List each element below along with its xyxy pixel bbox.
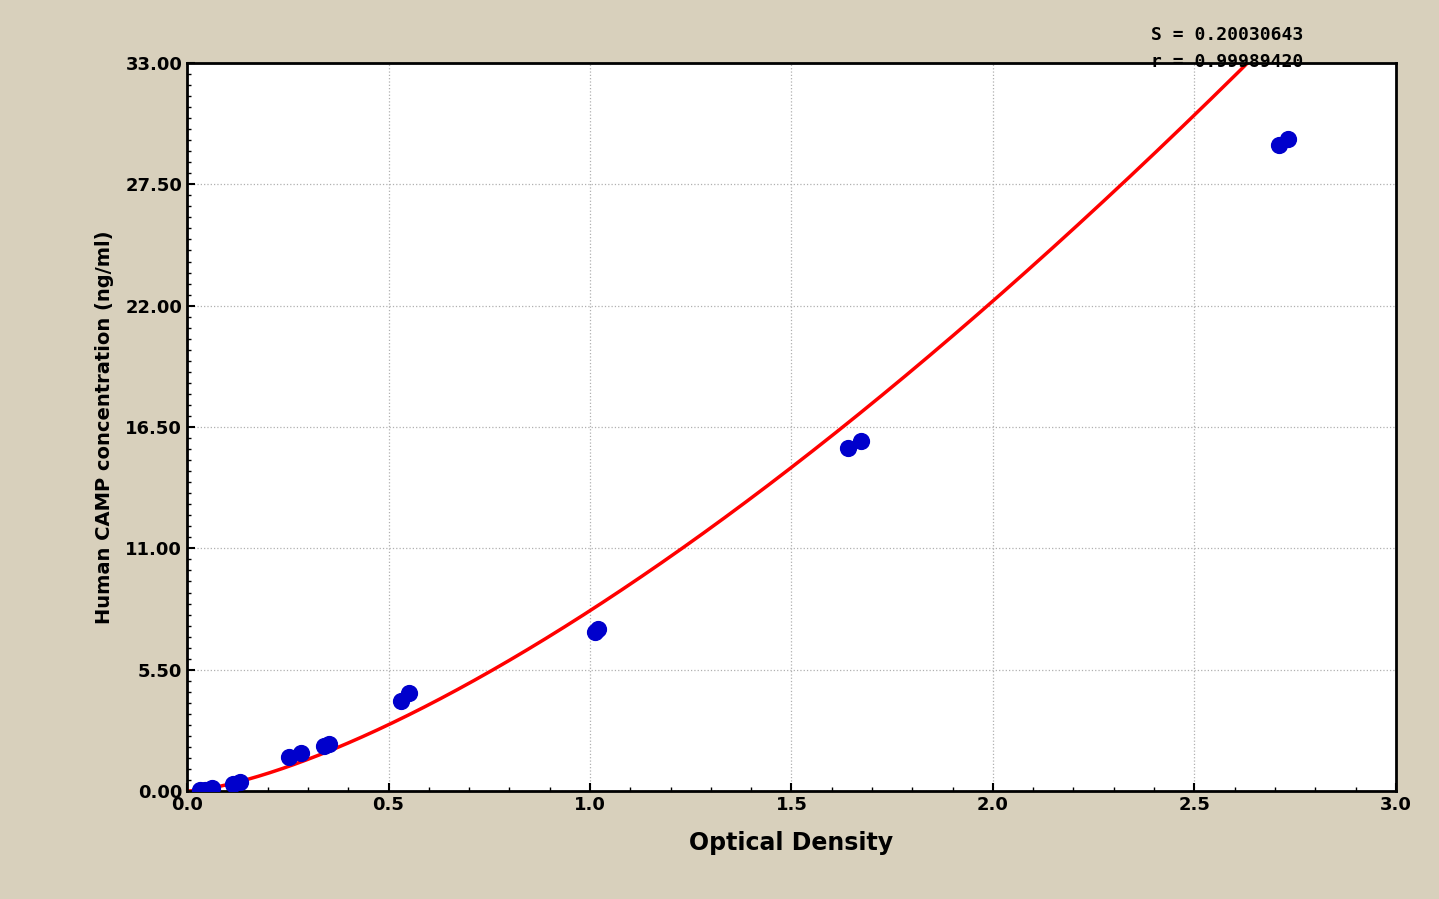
Point xyxy=(222,777,245,791)
Point xyxy=(836,441,859,455)
Point xyxy=(397,686,420,700)
Point xyxy=(278,750,301,764)
Point xyxy=(1276,132,1299,147)
Text: r = 0.99989420: r = 0.99989420 xyxy=(1151,53,1304,71)
Point xyxy=(1268,138,1291,152)
Point xyxy=(587,622,610,636)
Point xyxy=(229,775,252,789)
Point xyxy=(189,783,212,797)
Point xyxy=(193,782,216,797)
X-axis label: Optical Density: Optical Density xyxy=(689,831,894,855)
Point xyxy=(289,745,312,760)
Point xyxy=(849,434,872,449)
Text: S = 0.20030643: S = 0.20030643 xyxy=(1151,26,1304,44)
Point xyxy=(390,693,413,708)
Y-axis label: Human CAMP concentration (ng/ml): Human CAMP concentration (ng/ml) xyxy=(95,230,114,624)
Point xyxy=(312,739,335,753)
Point xyxy=(318,737,341,752)
Point xyxy=(584,625,607,639)
Point xyxy=(201,781,224,796)
